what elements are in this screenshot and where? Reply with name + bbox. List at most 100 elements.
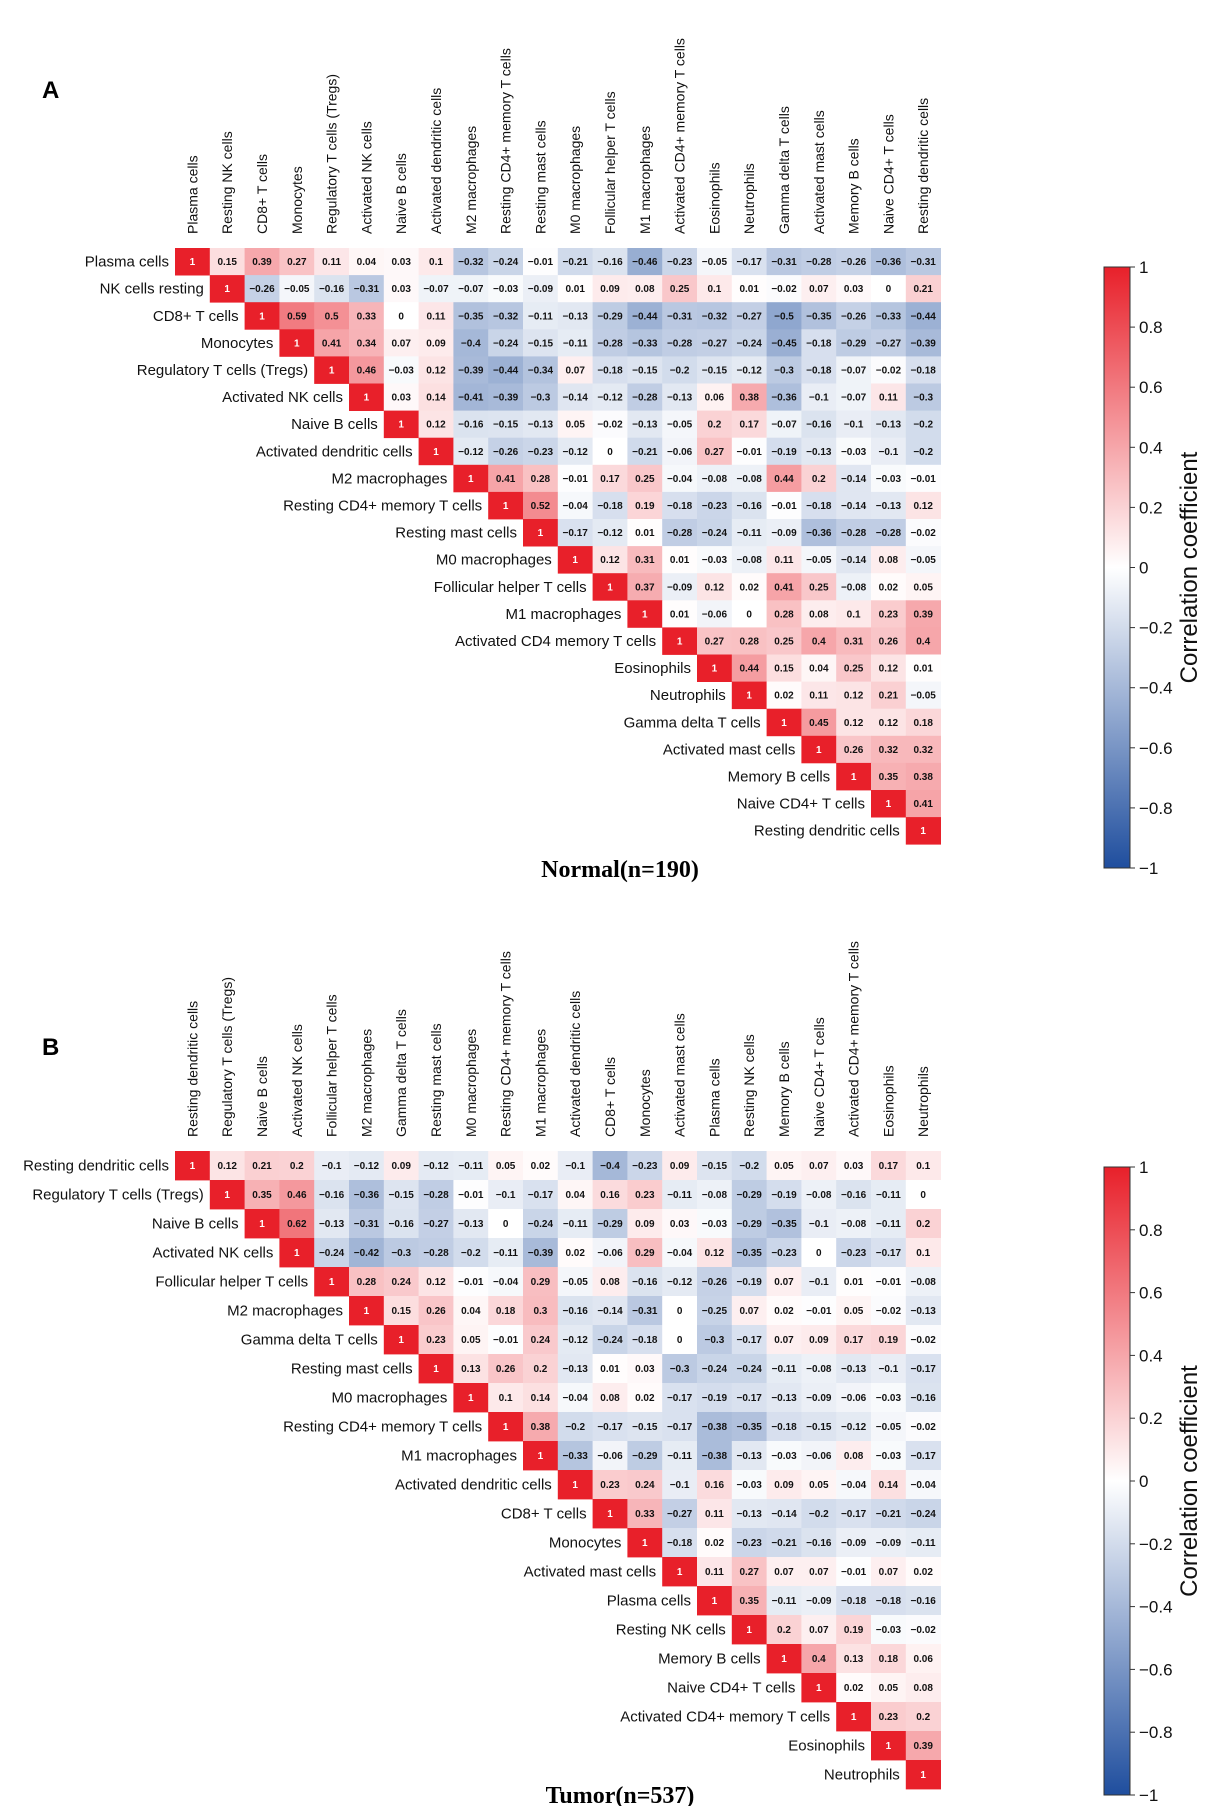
heatmap-cell <box>557 1180 593 1210</box>
heatmap-cell <box>627 519 663 547</box>
cell-value-label: −0.08 <box>911 1277 937 1288</box>
heatmap-cell <box>662 1499 698 1529</box>
heatmap-cell <box>731 573 767 601</box>
cell-value-label: −0.24 <box>493 257 519 268</box>
cell-value-label: −0.3 <box>705 1335 725 1346</box>
cell-value-label: −0.11 <box>667 1451 692 1462</box>
heatmap-cell <box>557 464 593 493</box>
cell-value-label: 1 <box>746 1625 752 1636</box>
heatmap-cell <box>523 1267 559 1297</box>
column-label: Activated mast cells <box>672 1013 688 1137</box>
heatmap-cell <box>836 600 872 628</box>
column-label: Neutrophils <box>915 1066 931 1137</box>
column-label: Regulatory T cells (Tregs) <box>324 74 340 234</box>
cell-value-label: −0.02 <box>911 1625 937 1636</box>
cell-value-label: 0.24 <box>531 1335 551 1346</box>
heatmap-cell <box>418 1180 454 1210</box>
cell-value-label: −0.21 <box>771 1538 797 1549</box>
heatmap-cell <box>731 1499 767 1529</box>
cell-value-label: 0.12 <box>913 501 933 512</box>
heatmap-cell <box>627 491 663 520</box>
heatmap-cell <box>453 302 489 330</box>
cell-value-label: −0.18 <box>632 1335 658 1346</box>
heatmap-cell <box>766 356 802 384</box>
cell-value-label: −0.07 <box>841 365 867 376</box>
cell-value-label: −0.12 <box>597 393 623 404</box>
heatmap-cell <box>731 600 767 628</box>
heatmap-cell <box>627 1354 663 1384</box>
cell-value-label: 0.04 <box>565 1190 585 1201</box>
cell-value-label: −0.5 <box>774 311 794 322</box>
heatmap-cell <box>453 464 489 493</box>
cell-value-label: 0.09 <box>670 1161 690 1172</box>
cell-value-label: 1 <box>433 1364 439 1375</box>
cell-value-label: 0.02 <box>565 1248 585 1259</box>
cell-value-label: −0.28 <box>423 1248 449 1259</box>
heatmap-cell <box>453 410 489 439</box>
cell-value-label: −0.21 <box>632 447 658 458</box>
heatmap-cell <box>523 519 559 547</box>
heatmap-cell <box>662 1180 698 1210</box>
heatmap-cell <box>731 1209 767 1239</box>
heatmap-cell <box>314 1151 350 1181</box>
cell-value-label: 0.01 <box>670 609 690 620</box>
cell-value-label: 0.33 <box>635 1509 655 1520</box>
cell-value-label: 1 <box>781 1654 787 1665</box>
heatmap-cell <box>592 1412 628 1442</box>
cell-value-label: −0.12 <box>667 1277 693 1288</box>
column-label: M2 macrophages <box>463 126 479 234</box>
cell-value-label: 0 <box>816 1248 822 1259</box>
heatmap-cell <box>801 1325 837 1355</box>
cell-value-label: 0.28 <box>531 474 551 485</box>
cell-value-label: −0.01 <box>911 474 937 485</box>
heatmap-cell <box>627 383 663 411</box>
heatmap-cell <box>871 1383 907 1413</box>
heatmap-cell <box>523 1209 559 1239</box>
heatmap-cell <box>871 1615 907 1645</box>
heatmap-cell <box>836 1267 872 1297</box>
cell-value-label: 0.17 <box>879 1161 899 1172</box>
cell-value-label: −0.42 <box>354 1248 380 1259</box>
heatmap-cell <box>627 1412 663 1442</box>
heatmap-cell <box>766 708 802 737</box>
cell-value-label: 0.05 <box>844 1306 864 1317</box>
cell-value-label: 0.07 <box>809 1567 829 1578</box>
cell-value-label: −0.17 <box>597 1422 623 1433</box>
heatmap-cell <box>836 735 872 764</box>
heatmap-cell <box>349 1209 385 1239</box>
heatmap-cell <box>836 1499 872 1529</box>
column-label: Eosinophils <box>880 1065 896 1137</box>
colorbar-tick-label: 0.8 <box>1139 318 1163 337</box>
cell-value-label: −0.15 <box>806 1422 832 1433</box>
heatmap-cell <box>488 491 524 520</box>
heatmap-cell <box>697 410 733 439</box>
heatmap-cell <box>383 1209 419 1239</box>
cell-value-label: −0.18 <box>806 365 832 376</box>
cell-value-label: −0.16 <box>389 1219 415 1230</box>
cell-value-label: 1 <box>190 1161 196 1172</box>
row-label: CD8+ T cells <box>501 1506 587 1523</box>
column-label: Resting dendritic cells <box>915 98 931 234</box>
heatmap-cell <box>557 329 593 357</box>
cell-value-label: 0.09 <box>426 338 446 349</box>
heatmap-cell <box>523 275 559 303</box>
heatmap-cell <box>871 1731 907 1761</box>
row-label: M2 macrophages <box>331 470 447 487</box>
cell-value-label: 0.08 <box>635 284 655 295</box>
colorbar-tick-label: −1 <box>1139 1786 1158 1805</box>
panel-a-normal: 1 0.15 0.39 0.27 0.11 0.04 0.03 0.1 −0.32 −0.24 −0… <box>85 38 941 845</box>
heatmap-cell <box>418 1151 454 1181</box>
cell-value-label: −0.11 <box>876 1190 901 1201</box>
heatmap-cell <box>801 1615 837 1645</box>
heatmap-cell <box>488 1325 524 1355</box>
cell-value-label: 0.21 <box>879 691 899 702</box>
heatmap-cell <box>349 383 385 411</box>
heatmap-cell <box>592 1354 628 1384</box>
heatmap-cell <box>662 1325 698 1355</box>
heatmap-cell <box>279 302 315 330</box>
cell-value-label: 0 <box>607 447 613 458</box>
cell-value-label: −0.09 <box>771 528 797 539</box>
cell-value-label: −0.12 <box>841 1422 867 1433</box>
heatmap-cell <box>801 627 837 655</box>
heatmap-cell <box>731 1238 767 1268</box>
